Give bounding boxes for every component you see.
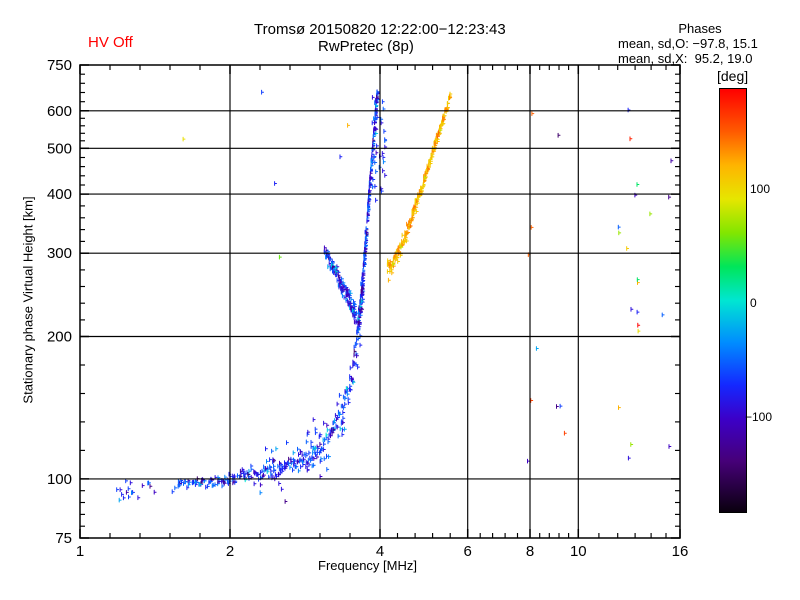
svg-text:200: 200 bbox=[47, 329, 72, 346]
svg-text:300: 300 bbox=[47, 245, 72, 262]
svg-text:8: 8 bbox=[526, 543, 534, 560]
svg-text:4: 4 bbox=[376, 543, 384, 560]
svg-text:100: 100 bbox=[47, 471, 72, 488]
svg-text:16: 16 bbox=[672, 543, 689, 560]
svg-text:2: 2 bbox=[226, 543, 234, 560]
svg-text:10: 10 bbox=[570, 543, 587, 560]
svg-text:500: 500 bbox=[47, 140, 72, 157]
svg-text:75: 75 bbox=[55, 530, 72, 547]
svg-text:750: 750 bbox=[47, 57, 72, 74]
svg-text:1: 1 bbox=[76, 543, 84, 560]
svg-text:6: 6 bbox=[464, 543, 472, 560]
svg-text:600: 600 bbox=[47, 103, 72, 120]
svg-text:400: 400 bbox=[47, 186, 72, 203]
